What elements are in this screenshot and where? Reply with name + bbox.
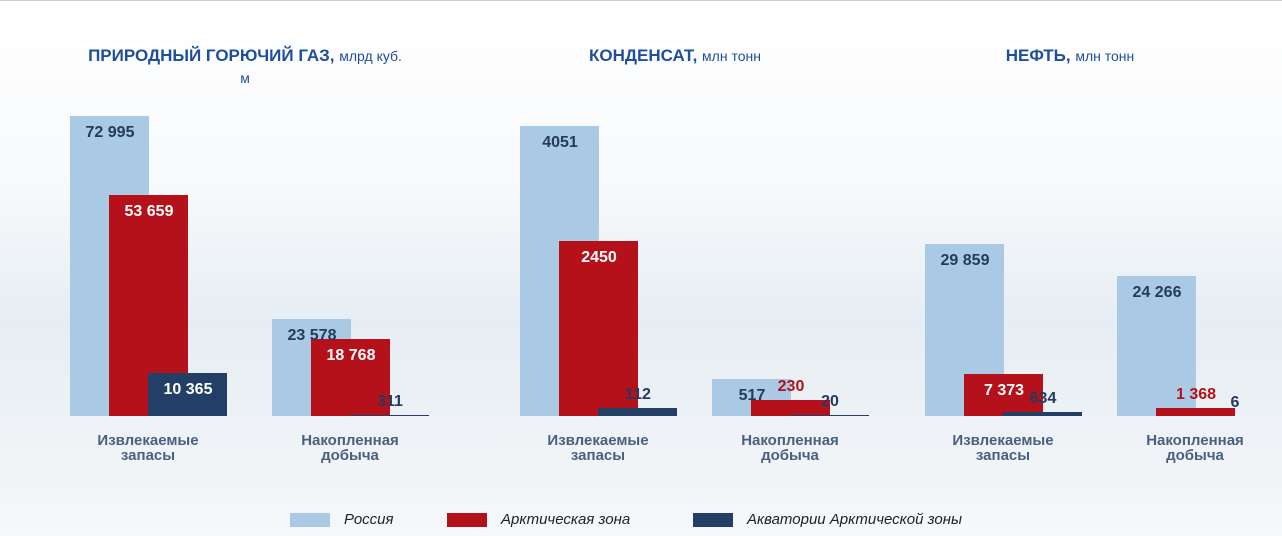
- value-label: 72 995: [70, 124, 150, 142]
- legend-swatch: [693, 513, 733, 527]
- legend-label: Акватории Арктической зоны: [747, 511, 962, 528]
- title-text: ПРИРОДНЫЙ ГОРЮЧИЙ ГАЗ,: [88, 46, 334, 65]
- title-text: КОНДЕНСАТ,: [589, 46, 697, 65]
- chart-title: ПРИРОДНЫЙ ГОРЮЧИЙ ГАЗ, млрд куб. м: [85, 45, 405, 89]
- legend-label: Россия: [344, 511, 394, 528]
- value-label: 10 365: [148, 381, 228, 399]
- x-tick-label: Извлекаемые запасы: [933, 433, 1073, 463]
- x-tick-label: Извлекаемые запасы: [528, 433, 668, 463]
- x-tick-label: Накопленная добыча: [720, 433, 860, 463]
- bar: [790, 415, 869, 416]
- chart-title: НЕФТЬ, млн тонн: [910, 45, 1230, 67]
- value-label: 634: [1003, 390, 1083, 408]
- legend-item: Россия: [290, 511, 394, 528]
- chart-title: КОНДЕНСАТ, млн тонн: [515, 45, 835, 67]
- legend-item: Акватории Арктической зоны: [693, 511, 962, 528]
- value-label: 29 859: [925, 252, 1005, 270]
- x-tick-label: Накопленная добыча: [280, 433, 420, 463]
- legend-label: Арктическая зона: [501, 511, 630, 528]
- bar: [350, 415, 429, 416]
- value-label: 23 578: [272, 327, 352, 345]
- value-label: 20: [790, 393, 870, 411]
- bar: [598, 408, 677, 416]
- bar: [1003, 412, 1082, 416]
- subtitle: млн тонн: [702, 48, 761, 64]
- legend-swatch: [447, 513, 487, 527]
- subtitle: млн тонн: [1075, 48, 1134, 64]
- x-tick-label: Накопленная добыча: [1125, 433, 1265, 463]
- legend-swatch: [290, 513, 330, 527]
- value-label: 2450: [559, 249, 639, 267]
- value-label: 4051: [520, 134, 600, 152]
- value-label: 53 659: [109, 203, 189, 221]
- value-label: 311: [350, 393, 430, 411]
- title-text: НЕФТЬ,: [1006, 46, 1071, 65]
- value-label: 24 266: [1117, 284, 1197, 302]
- legend-item: Арктическая зона: [447, 511, 630, 528]
- value-label: 112: [598, 386, 678, 404]
- value-label: 18 768: [311, 347, 391, 365]
- x-tick-label: Извлекаемые запасы: [78, 433, 218, 463]
- page: ПРИРОДНЫЙ ГОРЮЧИЙ ГАЗ, млрд куб. м 72 995…: [0, 0, 1282, 536]
- value-label: 6: [1195, 394, 1275, 412]
